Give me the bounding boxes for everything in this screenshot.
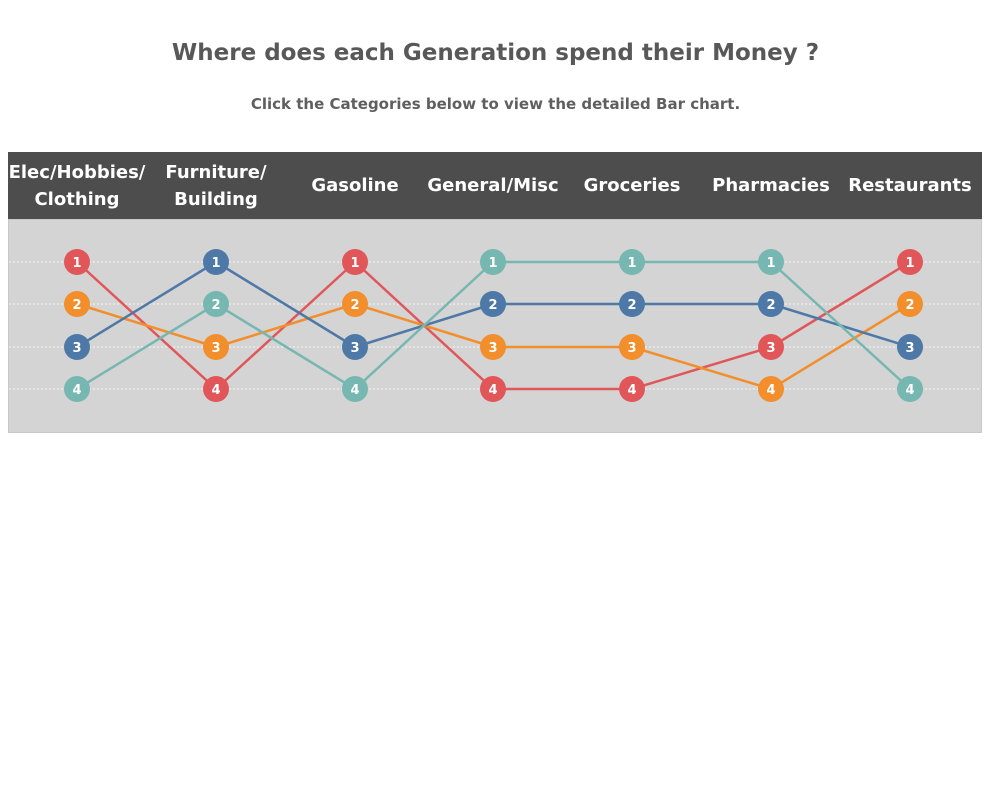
rank-label: 2 (905, 298, 914, 313)
rank-label: 2 (72, 298, 81, 313)
rank-marker: 2 (203, 291, 229, 317)
rank-label: 2 (766, 298, 775, 313)
rank-marker-circle (619, 291, 645, 317)
rank-marker-circle (480, 249, 506, 275)
rank-marker-circle (897, 291, 923, 317)
rank-marker-circle (897, 334, 923, 360)
rank-label: 4 (488, 383, 497, 398)
category-header-2[interactable]: Furniture/ Building (165, 161, 267, 210)
rank-label: 2 (211, 298, 220, 313)
series-line-4 (76, 260, 911, 391)
chart-subtitle: Click the Categories below to view the d… (250, 95, 741, 113)
rank-label: 2 (350, 298, 359, 313)
rank-marker-circle (203, 376, 229, 402)
rank-label: 4 (905, 383, 914, 398)
rank-marker-circle (897, 249, 923, 275)
rank-marker: 1 (619, 249, 645, 275)
rank-marker: 4 (897, 376, 923, 402)
rank-label: 4 (350, 383, 359, 398)
rank-marker: 2 (758, 291, 784, 317)
rank-marker: 1 (758, 249, 784, 275)
rank-marker: 1 (64, 249, 90, 275)
rank-label: 2 (488, 298, 497, 313)
rank-label: 1 (627, 256, 636, 271)
rank-label: 3 (766, 341, 775, 356)
rank-label: 3 (627, 341, 636, 356)
rank-marker-circle (480, 376, 506, 402)
rank-marker: 4 (619, 376, 645, 402)
category-header-1[interactable]: Elec/Hobbies/ Clothing (8, 161, 146, 210)
category-header-5[interactable]: Groceries (583, 175, 681, 196)
rank-label: 1 (350, 256, 359, 271)
rank-marker: 4 (203, 376, 229, 402)
rank-label: 4 (211, 383, 220, 398)
rank-label: 1 (766, 256, 775, 271)
rank-marker: 3 (203, 334, 229, 360)
rank-marker-circle (64, 291, 90, 317)
rank-marker: 4 (758, 376, 784, 402)
rank-marker-circle (203, 334, 229, 360)
rank-label: 2 (627, 298, 636, 313)
rank-marker: 3 (619, 334, 645, 360)
rank-label: 3 (905, 341, 914, 356)
rank-marker: 4 (480, 376, 506, 402)
rank-marker: 2 (64, 291, 90, 317)
rank-marker-circle (897, 376, 923, 402)
rank-label: 4 (766, 383, 775, 398)
category-header-6[interactable]: Pharmacies (712, 175, 830, 196)
rank-marker-circle (64, 376, 90, 402)
rank-label: 3 (211, 341, 220, 356)
rank-marker-circle (342, 376, 368, 402)
rank-label: 3 (350, 341, 359, 356)
rank-label: 3 (488, 341, 497, 356)
rank-marker: 4 (342, 376, 368, 402)
rank-marker: 3 (897, 334, 923, 360)
rank-marker-circle (64, 249, 90, 275)
rank-marker-circle (758, 249, 784, 275)
rank-marker: 2 (619, 291, 645, 317)
rank-marker: 2 (897, 291, 923, 317)
category-header-7[interactable]: Restaurants (848, 175, 972, 196)
rank-marker-circle (342, 334, 368, 360)
rank-marker: 2 (342, 291, 368, 317)
rank-label: 1 (211, 256, 220, 271)
category-header-bar: Elec/Hobbies/ Clothing Furniture/ Buildin… (8, 152, 982, 219)
rank-label: 3 (72, 341, 81, 356)
chart-title: Where does each Generation spend their M… (171, 40, 820, 66)
rank-marker-circle (758, 291, 784, 317)
rank-marker-circle (342, 249, 368, 275)
rank-marker-circle (203, 249, 229, 275)
series-line-1 (76, 260, 911, 391)
rank-marker: 1 (897, 249, 923, 275)
rank-marker: 1 (480, 249, 506, 275)
category-header-4[interactable]: General/Misc (427, 175, 559, 196)
rank-marker-circle (203, 291, 229, 317)
rank-marker: 4 (64, 376, 90, 402)
rank-marker: 3 (480, 334, 506, 360)
rank-marker: 2 (480, 291, 506, 317)
rank-marker-circle (758, 376, 784, 402)
rank-marker-circle (480, 334, 506, 360)
rank-marker-circle (619, 376, 645, 402)
category-header-3[interactable]: Gasoline (311, 175, 399, 196)
rank-marker: 3 (342, 334, 368, 360)
rank-label: 4 (627, 383, 636, 398)
rank-marker-circle (64, 334, 90, 360)
rank-marker-circle (619, 249, 645, 275)
rank-marker: 1 (203, 249, 229, 275)
rank-label: 1 (72, 256, 81, 271)
rank-marker: 3 (64, 334, 90, 360)
rank-marker: 1 (342, 249, 368, 275)
rank-label: 4 (72, 383, 81, 398)
rank-label: 1 (905, 256, 914, 271)
rank-marker: 3 (758, 334, 784, 360)
rank-marker-circle (342, 291, 368, 317)
rank-marker-circle (480, 291, 506, 317)
rank-label: 1 (488, 256, 497, 271)
rank-marker-circle (758, 334, 784, 360)
rank-marker-circle (619, 334, 645, 360)
